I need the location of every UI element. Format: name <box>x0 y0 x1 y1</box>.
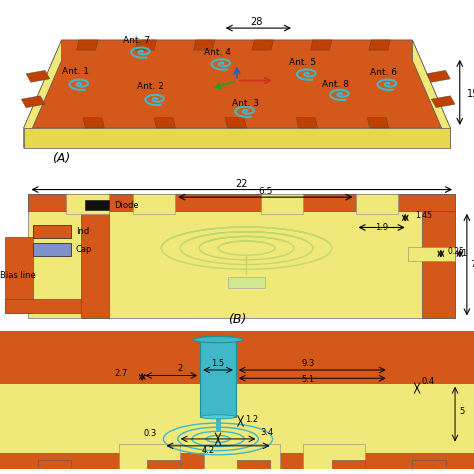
Polygon shape <box>77 40 98 50</box>
Text: 2.7: 2.7 <box>115 368 128 377</box>
Ellipse shape <box>200 336 236 341</box>
Bar <box>0 384 474 453</box>
Bar <box>228 277 265 288</box>
Polygon shape <box>310 40 332 50</box>
Bar <box>66 194 109 214</box>
Bar <box>38 460 71 469</box>
Polygon shape <box>431 96 455 108</box>
Polygon shape <box>21 96 45 108</box>
Bar <box>85 200 109 210</box>
Text: 1.2: 1.2 <box>246 415 258 424</box>
Bar <box>0 453 474 469</box>
Text: Bias line: Bias line <box>0 271 36 280</box>
Bar <box>5 299 81 313</box>
Text: 3.4: 3.4 <box>261 428 274 437</box>
Text: Ant. 2: Ant. 2 <box>137 82 164 91</box>
Text: 0.4: 0.4 <box>422 377 435 386</box>
Text: (B): (B) <box>228 312 246 326</box>
Bar <box>28 194 455 211</box>
Bar <box>0 331 474 384</box>
Text: 1.9: 1.9 <box>375 223 388 232</box>
Text: Diode: Diode <box>114 201 138 210</box>
Text: 2: 2 <box>177 365 183 374</box>
Bar <box>237 460 270 469</box>
Text: 1.5: 1.5 <box>211 359 225 368</box>
Polygon shape <box>296 118 318 128</box>
Text: Cap: Cap <box>76 245 92 254</box>
Bar <box>33 243 71 256</box>
Polygon shape <box>24 40 62 148</box>
Bar <box>81 211 109 319</box>
Polygon shape <box>154 118 175 128</box>
Polygon shape <box>135 40 156 50</box>
Text: 6.5: 6.5 <box>258 187 273 196</box>
Text: 4.2: 4.2 <box>202 446 215 455</box>
Bar <box>422 211 455 319</box>
Text: 0.25: 0.25 <box>448 246 465 255</box>
Bar <box>408 247 455 261</box>
Polygon shape <box>412 40 450 148</box>
Text: 150: 150 <box>467 89 474 99</box>
Ellipse shape <box>193 337 243 343</box>
Text: 1: 1 <box>461 249 466 258</box>
Bar <box>204 445 280 469</box>
Text: 5: 5 <box>460 407 465 416</box>
Text: 28: 28 <box>250 17 262 27</box>
Bar <box>261 194 303 214</box>
Text: Ant. 5: Ant. 5 <box>289 58 316 67</box>
Bar <box>200 338 236 417</box>
Text: 7: 7 <box>471 260 474 269</box>
Text: Ind: Ind <box>76 227 89 236</box>
Bar <box>147 460 180 469</box>
Text: Ant. 1: Ant. 1 <box>62 67 89 76</box>
Bar <box>332 460 365 469</box>
Bar <box>412 460 446 469</box>
Text: 0.3: 0.3 <box>143 429 156 438</box>
Text: Ant. 8: Ant. 8 <box>322 80 349 89</box>
Bar <box>33 225 71 238</box>
Polygon shape <box>83 118 104 128</box>
Bar <box>133 194 175 214</box>
Bar <box>303 445 365 469</box>
Text: (A): (A) <box>53 152 71 165</box>
Polygon shape <box>252 40 273 50</box>
Text: 1.45: 1.45 <box>415 211 432 220</box>
Bar <box>118 445 180 469</box>
Polygon shape <box>427 71 450 82</box>
Bar <box>356 194 398 214</box>
Text: 22: 22 <box>236 180 248 190</box>
Polygon shape <box>193 40 215 50</box>
Text: Ant. 7: Ant. 7 <box>123 36 150 46</box>
Text: 5.1: 5.1 <box>301 375 315 384</box>
Polygon shape <box>26 71 50 82</box>
Bar <box>5 237 33 313</box>
Text: Ant. 4: Ant. 4 <box>204 48 231 57</box>
Text: Ant. 6: Ant. 6 <box>370 68 397 77</box>
Polygon shape <box>24 40 450 128</box>
Text: Ant. 3: Ant. 3 <box>232 99 259 108</box>
Polygon shape <box>367 118 389 128</box>
Polygon shape <box>369 40 390 50</box>
Polygon shape <box>225 118 246 128</box>
Ellipse shape <box>200 415 236 419</box>
Text: 9.3: 9.3 <box>301 359 315 368</box>
Polygon shape <box>24 128 450 148</box>
